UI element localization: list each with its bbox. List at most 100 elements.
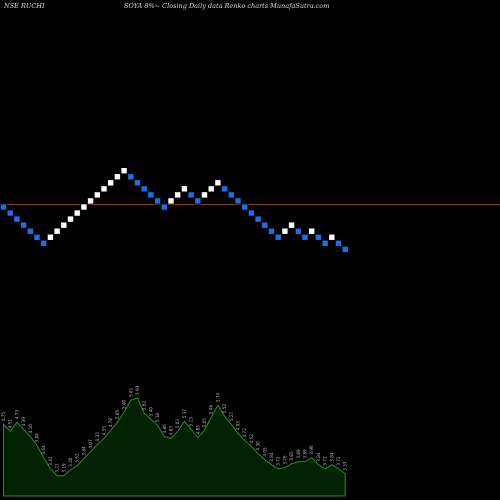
volume-label: 4.78	[108, 418, 113, 428]
volume-label: 3.19	[61, 463, 66, 473]
volume-label: 4.52	[249, 434, 254, 444]
volume-area-layer	[3, 397, 346, 497]
volume-label: 5.93	[135, 385, 140, 395]
renko-brick	[133, 179, 141, 187]
renko-brick	[147, 191, 155, 199]
renko-brick	[167, 197, 175, 205]
volume-label: 3.85	[289, 451, 294, 461]
volume-label: 3.76	[282, 455, 287, 465]
volume-label: 3.62	[75, 453, 80, 463]
renko-brick	[6, 209, 14, 217]
renko-brick	[261, 221, 269, 229]
volume-label: 3.84	[269, 452, 274, 462]
renko-brick	[314, 233, 322, 241]
renko-brick	[301, 233, 309, 241]
volume-label: 4.10	[28, 424, 33, 434]
renko-brick	[334, 239, 342, 247]
volume-label: 5.40	[148, 407, 153, 417]
volume-label: 4.72	[242, 428, 247, 438]
renko-brick	[80, 203, 88, 211]
volume-label: 4.86	[162, 424, 167, 434]
renko-brick	[194, 197, 202, 205]
volume-label: 3.96	[309, 445, 314, 455]
volume-label: 4.30	[256, 441, 261, 451]
renko-brick	[113, 173, 121, 181]
volume-label: 4.93	[236, 421, 241, 431]
volume-label: 5.05	[115, 410, 120, 420]
volume-label: 3.40	[68, 457, 73, 467]
volume-label: 3.72	[336, 456, 341, 466]
volume-label: 3.89	[303, 449, 308, 459]
renko-brick	[207, 185, 215, 193]
volume-label: 5.40	[122, 400, 127, 410]
renko-brick	[221, 185, 229, 193]
volume-label: 3.89	[296, 449, 301, 459]
volume-label: 4.07	[88, 439, 93, 449]
renko-brick	[174, 191, 182, 199]
volume-label: 5.74	[215, 392, 220, 402]
volume-label: 3.64	[41, 445, 46, 455]
renko-brick	[140, 185, 148, 193]
renko-brick	[120, 167, 128, 175]
renko-brick	[53, 227, 61, 235]
renko-brick	[180, 185, 188, 193]
renko-brick	[187, 191, 195, 199]
renko-brick	[281, 227, 289, 235]
renko-brick	[288, 221, 296, 229]
volume-label: 5.27	[229, 412, 234, 422]
renko-brick	[20, 221, 28, 229]
renko-brick	[67, 215, 75, 223]
volume-label: 3.84	[329, 452, 334, 462]
renko-brick	[73, 209, 81, 217]
renko-brick	[127, 173, 135, 181]
renko-brick	[60, 221, 68, 229]
renko-brick	[0, 203, 7, 211]
volume-label: 4.39	[21, 417, 26, 427]
volume-label: 5.62	[142, 401, 147, 411]
volume-area	[3, 397, 346, 497]
volume-label: 3.84	[35, 433, 40, 443]
renko-brick	[274, 233, 282, 241]
volume-label: 5.37	[182, 409, 187, 419]
volume-label: 4.75	[1, 412, 6, 422]
renko-brick	[214, 179, 222, 187]
renko-brick	[247, 209, 255, 217]
renko-brick	[93, 191, 101, 199]
volume-labels: 4.754.514.734.394.103.843.643.423.21 3.19…	[1, 385, 348, 472]
renko-brick	[46, 233, 54, 241]
renko-brick	[267, 227, 275, 235]
chart-title-left: NSE RUCHI	[4, 2, 45, 10]
volume-label: 4.55	[102, 426, 107, 436]
renko-brick	[13, 215, 21, 223]
volume-label: 5.05	[202, 418, 207, 428]
renko-brick	[87, 197, 95, 205]
renko-brick	[33, 233, 41, 241]
volume-label: 3.21	[55, 463, 60, 473]
renko-brick	[160, 203, 168, 211]
volume-label: 4.51	[8, 419, 13, 429]
volume-label: 4.05	[262, 447, 267, 457]
volume-label: 4.83	[169, 426, 174, 436]
volume-label: 3.42	[48, 456, 53, 466]
volume-label: 3.72	[276, 456, 281, 466]
renko-bricks	[0, 167, 349, 253]
renko-brick	[241, 203, 249, 211]
renko-brick	[341, 245, 349, 253]
renko-brick	[200, 191, 208, 199]
volume-label: 3.84	[316, 452, 321, 462]
volume-label: 5.03	[175, 419, 180, 429]
volume-label: 4.85	[195, 425, 200, 435]
volume-label: 5.18	[155, 413, 160, 423]
renko-brick	[227, 191, 235, 199]
renko-brick	[328, 233, 336, 241]
renko-brick	[254, 215, 262, 223]
chart-title-right: SOYA 8%~ Closing Daily data Renko charts…	[124, 2, 330, 10]
volume-label: 5.13	[189, 417, 194, 427]
volume-label: 4.73	[14, 410, 19, 420]
renko-brick	[40, 239, 48, 247]
renko-brick	[100, 185, 108, 193]
volume-label: 3.84	[81, 446, 86, 456]
renko-brick	[154, 197, 162, 205]
